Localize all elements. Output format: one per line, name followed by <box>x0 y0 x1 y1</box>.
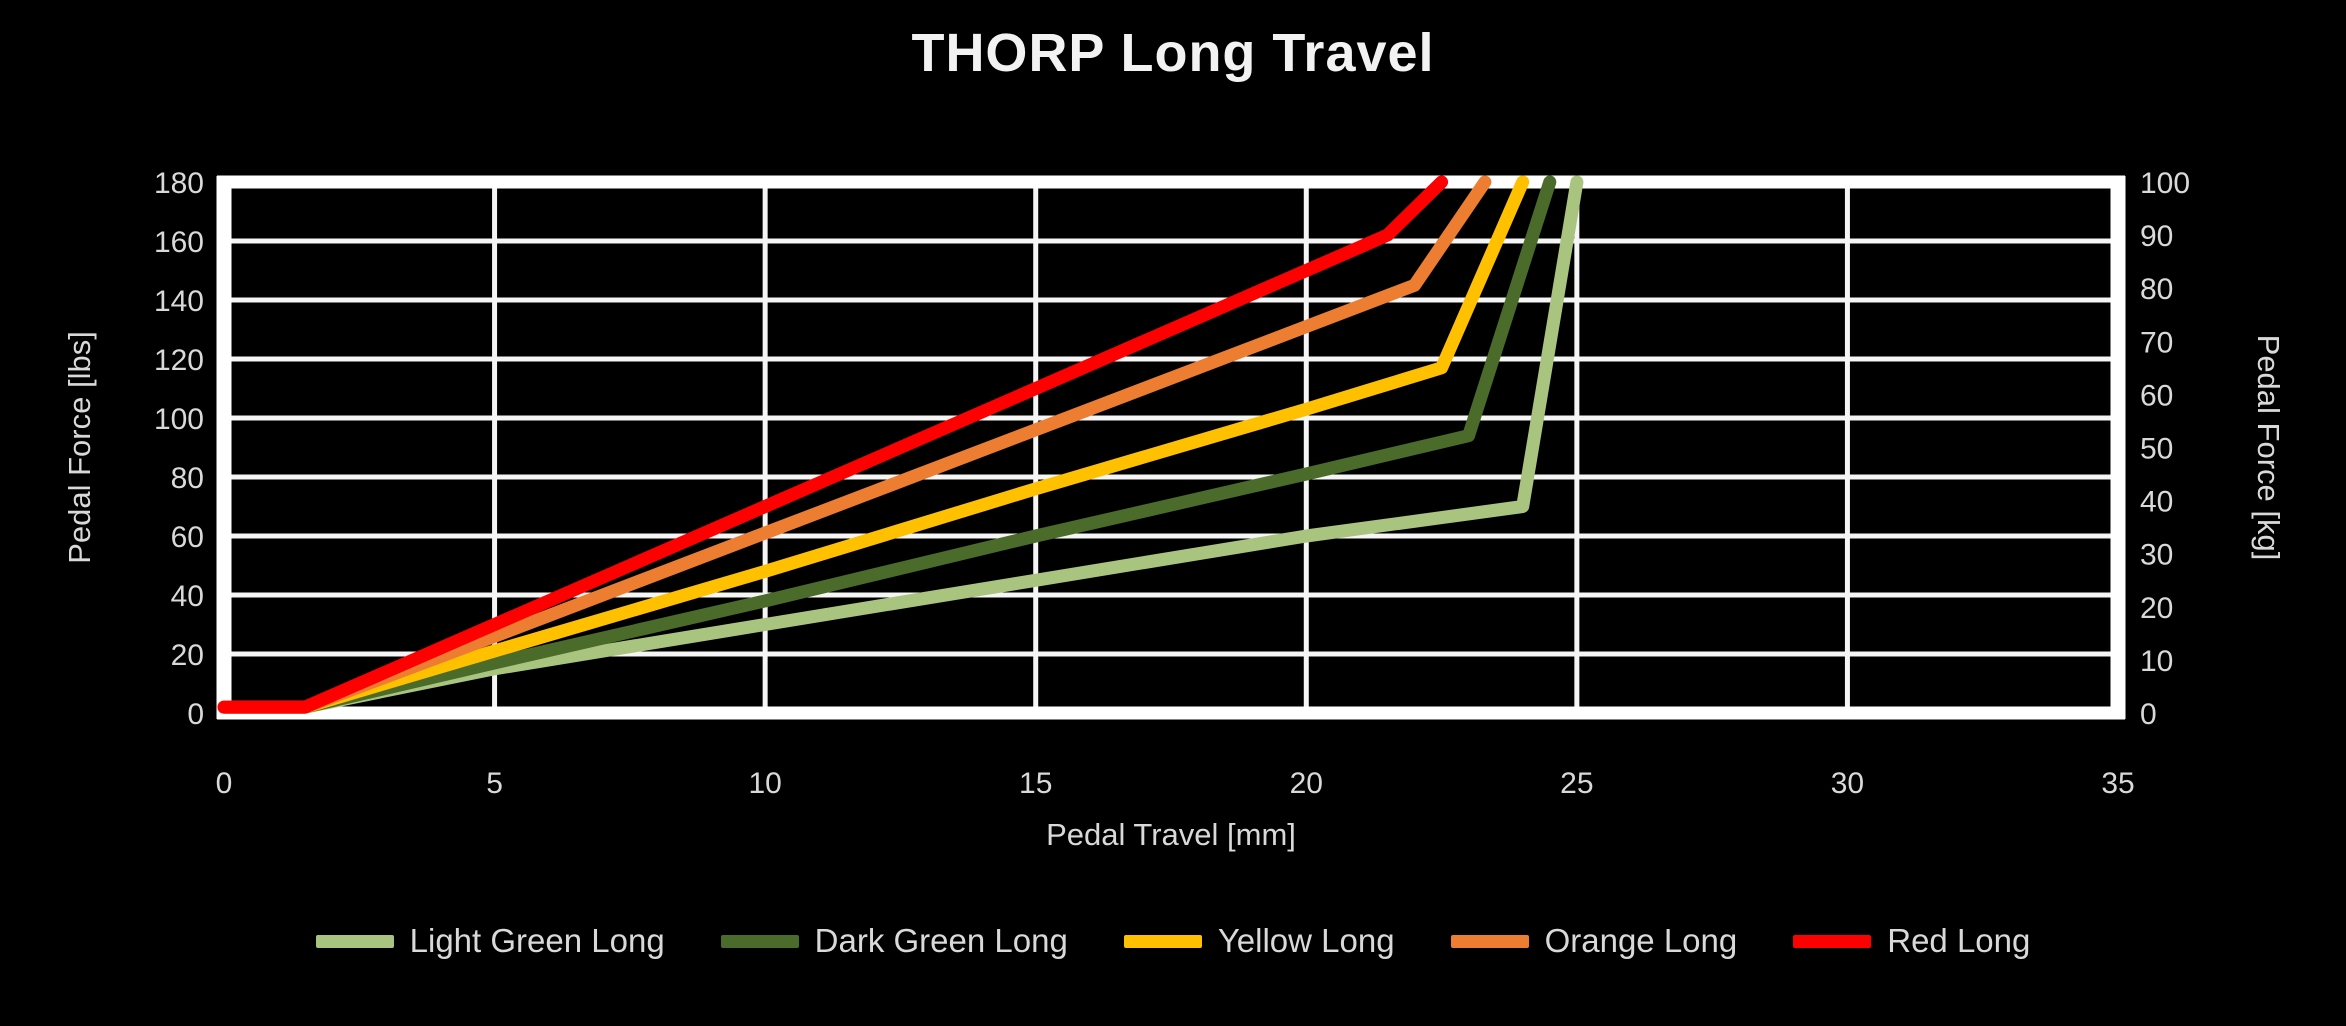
y-axis-left-tick-label: 40 <box>171 580 204 613</box>
legend-label: Yellow Long <box>1217 922 1395 959</box>
x-axis-title: Pedal Travel [mm] <box>1046 817 1296 852</box>
legend-item-dark-green-long: Dark Green Long <box>720 922 1068 960</box>
legend-label: Orange Long <box>1544 922 1738 959</box>
y-axis-right-tick-label: 10 <box>2140 645 2173 678</box>
legend-item-orange-long: Orange Long <box>1450 922 1738 960</box>
y-axis-right-tick-label: 40 <box>2140 486 2173 519</box>
x-axis-tick-label: 30 <box>1831 767 1864 800</box>
x-axis-tick-label: 25 <box>1560 767 1593 800</box>
series-line-red-long <box>217 175 1449 714</box>
y-axis-right-tick-label: 0 <box>2140 698 2157 731</box>
legend-swatch <box>1793 934 1872 948</box>
y-axis-left-tick-label: 80 <box>171 462 204 495</box>
legend-item-light-green-long: Light Green Long <box>315 922 665 960</box>
y-axis-left-tick-label: 0 <box>187 698 204 731</box>
y-axis-right-tick-label: 20 <box>2140 592 2173 625</box>
legend-label: Light Green Long <box>409 922 665 959</box>
y-axis-right-tick-label: 30 <box>2140 539 2173 572</box>
y-axis-right-tick-label: 70 <box>2140 326 2173 359</box>
y-axis-right-title: Pedal Force [kg] <box>2251 335 2286 561</box>
y-axis-left-tick-label: 100 <box>154 403 204 436</box>
y-axis-right-tick-label: 80 <box>2140 273 2173 306</box>
y-axis-left-tick-label: 140 <box>154 285 204 318</box>
y-axis-left-tick-label: 60 <box>171 521 204 554</box>
x-axis-tick-label: 10 <box>748 767 781 800</box>
series-line-orange-long <box>217 175 1492 714</box>
x-axis-tick-label: 35 <box>2101 767 2134 800</box>
y-axis-right-tick-label: 90 <box>2140 220 2173 253</box>
y-axis-right-tick-label: 100 <box>2140 167 2190 200</box>
legend-swatch <box>315 934 394 948</box>
y-axis-left-tick-label: 120 <box>154 344 204 377</box>
legend-swatch <box>1123 934 1202 948</box>
legend-swatch <box>1450 934 1529 948</box>
legend-label: Red Long <box>1887 922 2031 959</box>
y-axis-right-tick-label: 60 <box>2140 379 2173 412</box>
legend-label: Dark Green Long <box>814 922 1068 959</box>
y-axis-left-tick-label: 180 <box>154 167 204 200</box>
y-axis-left-tick-label: 160 <box>154 226 204 259</box>
legend-item-red-long: Red Long <box>1793 922 2030 960</box>
y-axis-left-tick-label: 20 <box>171 639 204 672</box>
x-axis-tick-label: 15 <box>1019 767 1052 800</box>
x-axis-tick-label: 5 <box>486 767 503 800</box>
x-axis-tick-label: 0 <box>216 767 233 800</box>
chart-legend: Light Green Long Dark Green Long Yellow Lo… <box>0 922 2346 960</box>
legend-swatch <box>720 934 799 948</box>
x-axis-tick-label: 20 <box>1290 767 1323 800</box>
y-axis-right-tick-label: 50 <box>2140 433 2173 466</box>
chart-title: THORP Long Travel <box>911 23 1435 83</box>
legend-item-yellow-long: Yellow Long <box>1123 922 1395 960</box>
series-line-dark-green-long <box>217 175 1557 714</box>
y-axis-left-title: Pedal Force [lbs] <box>62 331 97 564</box>
